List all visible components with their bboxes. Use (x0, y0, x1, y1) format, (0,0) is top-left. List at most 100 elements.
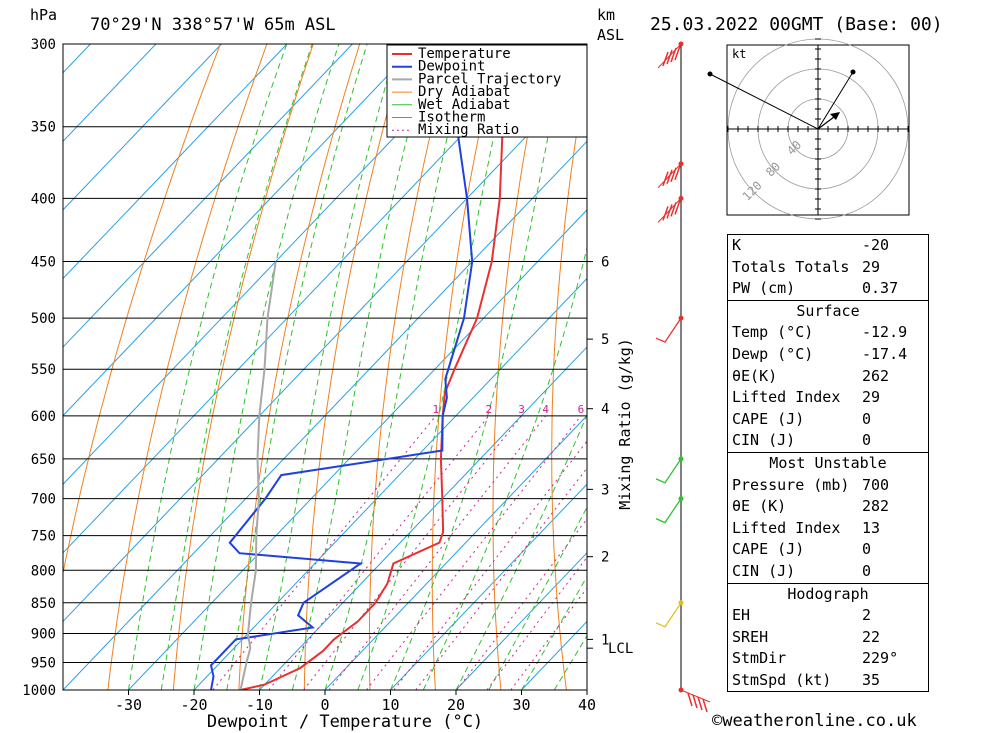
altitude-tick-label: 5 (601, 332, 609, 348)
pressure-tick-label: 750 (31, 529, 56, 545)
legend-box (386, 44, 588, 138)
altitude-tick-label: 1 (601, 632, 609, 648)
surface-dewp-label: Dewp (°C) (732, 344, 814, 363)
wind-barb (655, 317, 682, 343)
isotherm-line (63, 44, 157, 143)
surface-temp-row: Temp (°C) -12.9 (728, 322, 928, 344)
mu-theta-value: 282 (862, 497, 890, 516)
isotherm-line (63, 44, 288, 280)
mu-cin-row: CIN (J) 0 (728, 561, 928, 583)
temp-tick-label: 0 (320, 696, 329, 714)
mu-cape-label: CAPE (J) (732, 540, 805, 559)
pw-row: PW (cm) 0.37 (728, 278, 928, 300)
mixing-ratio-line (303, 415, 522, 690)
wet-adiabat-line (455, 413, 587, 690)
legend-item: Wet Adiabat (418, 97, 511, 113)
copyright-footer[interactable]: ©weatheronline.co.uk (712, 711, 917, 731)
isotherm-line (63, 44, 484, 485)
wind-barb (657, 163, 682, 189)
pressure-tick-label: 900 (31, 626, 56, 642)
wind-barb (674, 200, 681, 215)
surface-dewp-row: Dewp (°C) -17.4 (728, 344, 928, 366)
isotherm-line (0, 44, 25, 690)
temp-tick-label: -20 (180, 696, 207, 714)
mu-cin-value: 0 (862, 561, 872, 580)
wind-barb (687, 692, 693, 707)
series-line-parcel-trajectory (239, 261, 277, 690)
mu-li-label: Lifted Index (732, 518, 841, 537)
totals-totals-label: Totals Totals (732, 257, 850, 276)
wet-adiabat-line (324, 44, 471, 690)
dry-adiabat-line (492, 44, 546, 690)
stmspd-label: StmSpd (kt) (732, 670, 832, 689)
wet-adiabat-line (291, 44, 433, 690)
storm-motion-arrowhead (830, 112, 840, 120)
pressure-tick-label: 350 (31, 120, 56, 136)
k-index-label: K (732, 236, 742, 254)
pressure-tick-label: 600 (31, 409, 56, 425)
surface-cape-value: 0 (862, 409, 872, 428)
altitude-tick-label: 6 (601, 255, 609, 271)
wind-barb (666, 49, 673, 65)
surface-dewp-value: -17.4 (862, 344, 908, 363)
altitude-tick-label: 4 (601, 402, 609, 418)
wet-adiabat-line (259, 44, 399, 690)
hodograph-unit-label: kt (732, 47, 746, 61)
legend-item: Dewpoint (418, 59, 485, 75)
temp-tick-label: -10 (246, 696, 273, 714)
lcl-label: LCL (608, 641, 633, 657)
mixing-ratio-line (486, 556, 587, 690)
pressure-tick-label: 950 (31, 655, 56, 671)
wind-profile (655, 41, 711, 713)
datetime-title: 25.03.2022 00GMT (Base: 00) (650, 14, 943, 35)
wind-barb (674, 165, 681, 180)
legend-item: Temperature (418, 46, 511, 62)
altitude-tick-label: 3 (601, 482, 609, 498)
wind-barb (674, 45, 681, 61)
mu-pressure-label: Pressure (mb) (732, 475, 850, 494)
dry-adiabat-line (238, 44, 361, 690)
wind-barb (702, 698, 708, 713)
k-index-row: K -20 (728, 235, 928, 257)
surface-theta-label: θE(K) (732, 366, 778, 385)
hodograph-stats-title: Hodograph (787, 584, 869, 603)
wind-barb (662, 171, 669, 186)
mu-cape-value: 0 (862, 540, 872, 559)
mixing-ratio-label: 6 (578, 403, 585, 416)
altitude-tick-label: 2 (601, 550, 609, 566)
mixing-ratio-label: 15 (660, 403, 673, 416)
wind-barb (666, 204, 673, 219)
indices-table: K -20 Totals Totals 29 PW (cm) 0.37 Surface… (727, 234, 929, 693)
isotherm-line (193, 277, 587, 690)
mixing-ratio-line (393, 440, 587, 690)
sreh-row: SREH 22 (728, 627, 928, 649)
pw-label: PW (cm) (732, 279, 796, 298)
mixing-ratio-label: 20 (688, 403, 701, 416)
eh-label: EH (732, 606, 751, 625)
legend-item: Parcel Trajectory (418, 71, 561, 87)
sreh-label: SREH (732, 627, 769, 646)
mixing-ratio-label: 1 (432, 403, 439, 416)
mu-li-row: Lifted Index 13 (728, 518, 928, 540)
dry-adiabat-line (431, 44, 500, 690)
mu-li-value: 13 (862, 518, 881, 537)
pressure-tick-label: 450 (31, 255, 56, 271)
dry-adiabat-line (551, 67, 587, 690)
hodograph-point (850, 69, 856, 75)
hodograph-point (707, 71, 713, 77)
dry-adiabat-line (917, 44, 1000, 690)
mu-cin-label: CIN (J) (732, 561, 796, 580)
mu-theta-label: θE (K) (732, 497, 787, 516)
asl-label: ASL (597, 26, 624, 44)
pressure-tick-label: 500 (31, 311, 56, 327)
surface-temp-label: Temp (°C) (732, 323, 814, 342)
pressure-unit-label: hPa (30, 6, 57, 24)
mixing-ratio-axis-label: Mixing Ratio (g/kg) (616, 338, 634, 510)
mu-cape-row: CAPE (J) 0 (728, 539, 928, 561)
wind-barb (655, 602, 682, 628)
stmspd-row: StmSpd (kt) 35 (728, 670, 928, 692)
mixing-ratio-line (328, 415, 547, 690)
wind-barb (666, 169, 673, 184)
isotherm-line (63, 71, 587, 623)
